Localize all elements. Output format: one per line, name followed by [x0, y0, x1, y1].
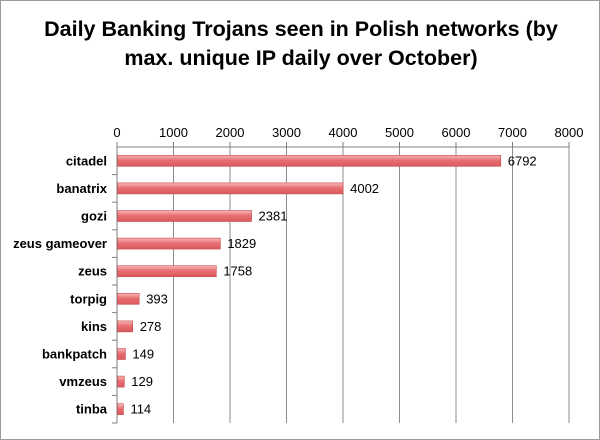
- bar-banatrix: [117, 182, 344, 195]
- category-label: citadel: [66, 153, 107, 168]
- data-label: 6792: [508, 153, 537, 168]
- x-tick-label: 1000: [159, 125, 188, 140]
- data-label: 393: [146, 291, 168, 306]
- x-tick-label: 4000: [329, 125, 358, 140]
- data-label: 1758: [223, 264, 252, 279]
- category-label: banatrix: [56, 181, 107, 196]
- bars: [117, 155, 502, 416]
- category-labels: citadel banatrix gozi zeus gameover zeus torp…: [13, 153, 108, 416]
- data-label: 4002: [350, 181, 379, 196]
- chart-title: Daily Banking Trojans seen in Polish net…: [44, 17, 558, 70]
- x-tick-label: 3000: [272, 125, 301, 140]
- bar-torpig: [117, 292, 140, 305]
- data-label: 1829: [227, 236, 256, 251]
- data-label: 129: [131, 374, 153, 389]
- x-tick-label: 2000: [216, 125, 245, 140]
- bar-citadel: [117, 155, 502, 167]
- category-label: gozi: [81, 209, 107, 224]
- x-tick-label: 6000: [442, 125, 471, 140]
- category-label: zeus gameover: [13, 236, 107, 251]
- x-tick-label: 5000: [385, 125, 414, 140]
- bar-gozi: [117, 210, 252, 222]
- bar-vmzeus: [117, 375, 125, 388]
- x-tick-label: 7000: [498, 125, 527, 140]
- category-label: torpig: [70, 291, 107, 306]
- category-label: zeus: [78, 264, 107, 279]
- data-label: 2381: [259, 209, 288, 224]
- category-label: vmzeus: [59, 374, 107, 389]
- bar-bankpatch: [117, 348, 126, 360]
- bar-zeus-gameover: [117, 237, 221, 250]
- bar-kins: [117, 320, 134, 333]
- category-label: tinba: [76, 402, 108, 417]
- x-tick-label: 8000: [555, 125, 584, 140]
- data-label: 114: [130, 402, 151, 417]
- data-label: 149: [132, 347, 154, 362]
- x-tick-label: 0: [113, 125, 120, 140]
- category-label: kins: [81, 319, 107, 334]
- category-label: bankpatch: [42, 347, 107, 362]
- bar-tinba: [117, 403, 124, 416]
- data-label: 278: [140, 319, 162, 334]
- bar-zeus: [117, 265, 217, 278]
- x-axis-ticks: 0 1000 2000 3000 4000 5000 6000 7000 8000: [113, 125, 583, 147]
